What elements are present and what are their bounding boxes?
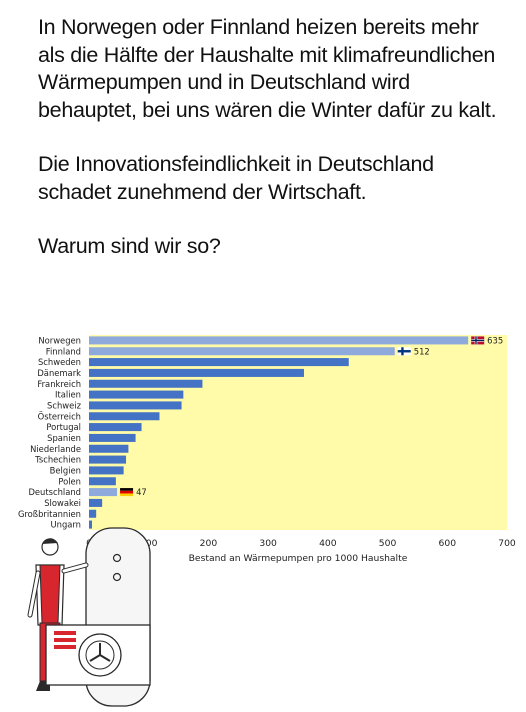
post-paragraph-1: In Norwegen oder Finnland heizen bereits… [38, 15, 497, 122]
x-tick-label: 400 [319, 538, 337, 549]
category-label: Belgien [50, 465, 81, 475]
category-label: Ungarn [51, 520, 82, 530]
bar-norwegen [89, 336, 469, 345]
finland-flag-icon [397, 347, 411, 356]
bar-belgien [89, 466, 124, 475]
category-label: Großbritannien [18, 509, 81, 519]
category-label: Italien [55, 390, 81, 400]
bar-deutschland [89, 488, 118, 497]
data-label: 512 [414, 346, 430, 356]
x-tick-label: 600 [439, 538, 457, 549]
bar-schweden [89, 358, 349, 367]
category-label: Norwegen [38, 335, 81, 345]
x-axis-title: Bestand an Wärmepumpen pro 1000 Haushalt… [189, 553, 408, 564]
category-label: Polen [58, 476, 81, 486]
chart-svg: NorwegenFinnlandSchwedenDänemarkFrankrei… [18, 335, 516, 707]
bar-portugal [89, 423, 142, 432]
category-label: Schweden [38, 357, 81, 367]
bar-finnland [89, 347, 395, 356]
category-label: Finnland [46, 346, 81, 356]
bar-slowakei [89, 498, 103, 507]
x-tick-label: 700 [498, 538, 516, 549]
heat-pump-illustration [27, 527, 151, 707]
bar-polen [89, 477, 116, 486]
post-paragraph-3: Warum sind wir so? [38, 234, 221, 258]
norway-flag-icon [471, 336, 485, 345]
x-tick-label: 100 [140, 538, 158, 549]
data-label: 635 [487, 335, 503, 345]
category-label: Dänemark [37, 368, 81, 378]
category-label: Niederlande [30, 444, 81, 454]
category-label: Frankreich [37, 379, 81, 389]
category-label: Österreich [38, 411, 81, 421]
x-tick-label: 500 [379, 538, 397, 549]
bars-group [89, 336, 469, 529]
outdoor-unit-icon [45, 624, 151, 686]
bar-niederlande [89, 444, 129, 453]
category-label: Tschechien [34, 455, 81, 465]
bar-tschechien [89, 455, 127, 464]
bar-frankreich [89, 379, 203, 388]
bar-italien [89, 390, 184, 399]
post-text: In Norwegen oder Finnland heizen bereits… [38, 14, 508, 261]
data-label: 47 [136, 487, 147, 497]
category-label: Spanien [47, 433, 81, 443]
category-label: Schweiz [47, 400, 82, 410]
category-label: Slowakei [44, 498, 81, 508]
germany-flag-icon [120, 488, 134, 497]
bar-ungarn [89, 520, 92, 529]
category-label: Deutschland [28, 487, 81, 497]
x-ticks-group: 0100200300400500600700 [86, 538, 516, 549]
bar-österreich [89, 412, 160, 421]
data-labels-group: 635 512 47 [120, 335, 503, 497]
plot-background [89, 335, 507, 530]
x-tick-label: 300 [259, 538, 277, 549]
post-paragraph-2: Die Innovationsfeindlichkeit in Deutschl… [38, 152, 434, 204]
bar-dänemark [89, 368, 304, 377]
x-tick-label: 200 [200, 538, 218, 549]
heat-pump-chart: Norwegen Finnland Schweden Dänemark Frankrei… [0, 325, 526, 712]
bar-schweiz [89, 401, 182, 410]
bar-spanien [89, 433, 136, 442]
bar-großbritannien [89, 509, 97, 518]
category-labels-group: NorwegenFinnlandSchwedenDänemarkFrankrei… [18, 335, 82, 529]
category-label: Portugal [46, 422, 81, 432]
